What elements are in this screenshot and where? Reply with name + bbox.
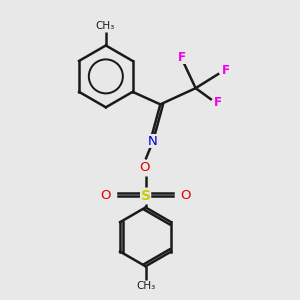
Text: F: F bbox=[178, 51, 185, 64]
Text: CH₃: CH₃ bbox=[96, 21, 115, 31]
Text: O: O bbox=[181, 189, 191, 202]
Text: F: F bbox=[222, 64, 230, 77]
Text: O: O bbox=[100, 189, 110, 202]
Text: O: O bbox=[140, 161, 150, 174]
Text: CH₃: CH₃ bbox=[136, 281, 155, 291]
Text: S: S bbox=[141, 189, 151, 202]
Text: N: N bbox=[148, 135, 158, 148]
Text: F: F bbox=[214, 96, 222, 110]
